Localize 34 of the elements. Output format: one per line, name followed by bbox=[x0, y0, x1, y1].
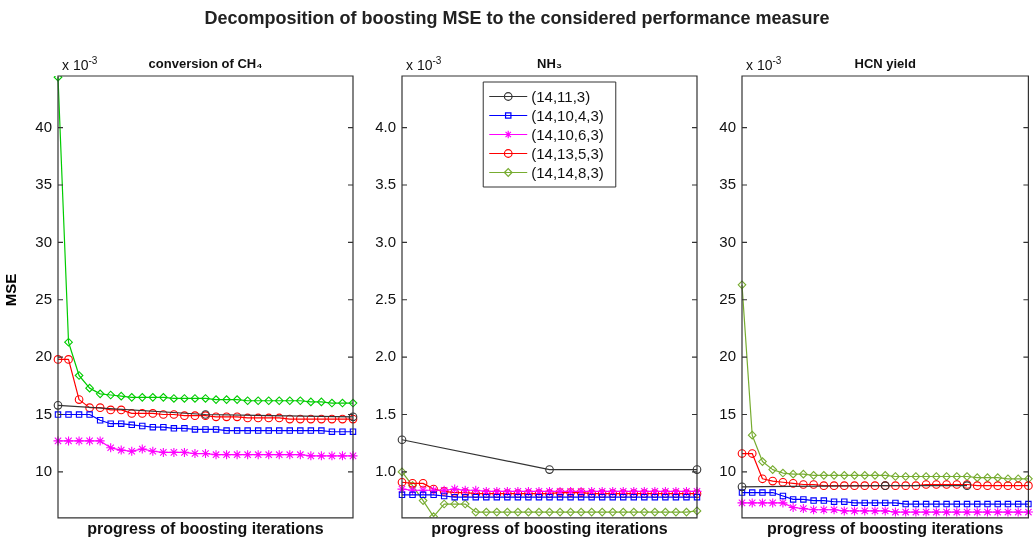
y-tick-label: 1.5 bbox=[375, 404, 396, 422]
y-tick-label: 10 bbox=[719, 462, 736, 480]
y-tick-label: 40 bbox=[35, 117, 52, 135]
chart-subtitle: conversion of CH₄ bbox=[148, 56, 263, 71]
text: Decomposition of boosting MSE to the considered performance measure bbox=[203, 8, 831, 29]
y-tick-label: 25 bbox=[719, 289, 736, 307]
y-tick-label: 15 bbox=[719, 404, 736, 422]
chart-subtitle: NH₃ bbox=[537, 56, 562, 71]
legend-label: (14,10,6,3) bbox=[531, 125, 604, 143]
y-tick-label: 4.0 bbox=[375, 117, 396, 135]
y-tick-label: 40 bbox=[719, 117, 736, 135]
legend-label: (14,11,3) bbox=[531, 87, 591, 105]
y-tick-label: 15 bbox=[35, 404, 52, 422]
y-tick-label: 2.0 bbox=[375, 347, 396, 365]
y-tick-label: 20 bbox=[35, 347, 52, 365]
y-tick-label: 2.5 bbox=[375, 289, 396, 307]
chart-subtitle: HCN yield bbox=[854, 56, 916, 71]
x-axis-title: progress of boosting iterations bbox=[87, 519, 324, 537]
y-axis-title: MSE bbox=[1, 273, 19, 307]
y-tick-label: 35 bbox=[35, 175, 52, 193]
y-tick-label: 1.0 bbox=[375, 462, 396, 480]
y-tick-label: 30 bbox=[35, 232, 52, 250]
x-axis-title: progress of boosting iterations bbox=[431, 519, 668, 537]
y-tick-label: 35 bbox=[719, 175, 736, 193]
y-tick-label: 10 bbox=[35, 462, 52, 480]
y-tick-label: 3.5 bbox=[375, 175, 396, 193]
x-axis-title: progress of boosting iterations bbox=[766, 519, 1004, 537]
legend-label: (14,13,5,3) bbox=[531, 144, 604, 162]
legend-label: (14,14,8,3) bbox=[531, 163, 604, 181]
y-tick-label: 25 bbox=[35, 289, 52, 307]
y-tick-label: 3.0 bbox=[375, 232, 396, 250]
legend-label: (14,10,4,3) bbox=[531, 106, 604, 124]
y-tick-label: 20 bbox=[719, 347, 736, 365]
y-tick-label: 30 bbox=[719, 232, 736, 250]
